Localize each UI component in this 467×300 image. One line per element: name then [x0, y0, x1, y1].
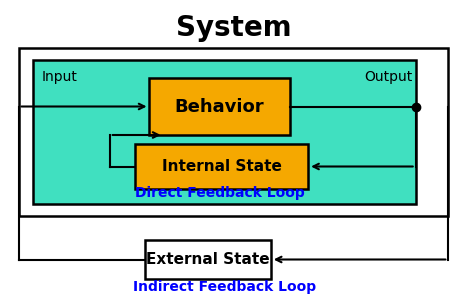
Text: External State: External State [146, 252, 269, 267]
Text: Indirect Feedback Loop: Indirect Feedback Loop [133, 280, 316, 294]
Bar [33, 60, 416, 204]
Bar [149, 78, 290, 135]
Text: System: System [176, 14, 291, 41]
Bar [19, 48, 448, 216]
Text: Behavior: Behavior [175, 98, 264, 116]
Bar [135, 144, 308, 189]
Text: Internal State: Internal State [162, 159, 282, 174]
Text: Input: Input [42, 70, 78, 83]
Bar [145, 240, 271, 279]
Text: Output: Output [364, 70, 412, 83]
Text: Direct Feedback Loop: Direct Feedback Loop [134, 185, 304, 200]
